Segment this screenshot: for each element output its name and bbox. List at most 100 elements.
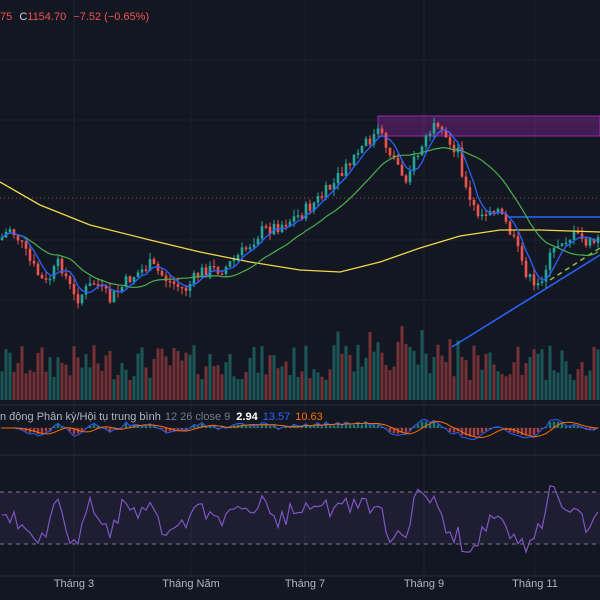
candle-body	[464, 176, 468, 188]
volume-bar	[560, 350, 564, 400]
candle-body	[460, 147, 464, 177]
macd-legend[interactable]: n động Phân kỳ/Hội tụ trung bình 12 26 cl…	[0, 411, 323, 423]
candle-body	[240, 247, 244, 255]
volume-bar	[56, 357, 60, 400]
volume-bar	[448, 339, 452, 400]
candle-body	[60, 258, 64, 274]
volume-bar	[496, 371, 500, 400]
macd-histogram-bar	[324, 423, 328, 428]
candle-body	[232, 259, 236, 262]
candle-body	[72, 284, 76, 295]
candle-body	[144, 269, 148, 272]
macd-histogram-bar	[368, 426, 372, 428]
volume-bar	[80, 367, 84, 400]
candle-body	[268, 226, 272, 235]
volume-bar	[436, 344, 440, 400]
candle-body	[8, 229, 12, 233]
candle-body	[424, 135, 428, 147]
ma-mid-line	[1, 147, 599, 288]
candle-body	[40, 274, 44, 279]
candle-body	[252, 244, 256, 248]
macd-histogram-bar	[316, 423, 320, 428]
candle-body	[260, 226, 264, 239]
candle-body	[64, 273, 68, 277]
candle-body	[524, 260, 528, 277]
macd-histogram-bar	[380, 427, 384, 428]
volume-bar	[388, 370, 392, 400]
volume-bar	[164, 356, 168, 400]
volume-bar	[40, 347, 44, 400]
candle-body	[400, 164, 404, 176]
candle-body	[352, 154, 356, 166]
candle-body	[532, 274, 536, 286]
volume-bar	[340, 353, 344, 400]
volume-bar	[404, 343, 408, 400]
macd-histogram-bar	[436, 424, 440, 428]
volume-bar	[236, 378, 240, 400]
macd-histogram-bar	[196, 426, 200, 428]
macd-histogram-bar	[448, 428, 452, 432]
candle-body	[264, 226, 268, 228]
macd-histogram-bar	[420, 421, 424, 428]
macd-histogram-bar	[300, 426, 304, 428]
rsi-line	[1, 484, 599, 554]
volume-bar	[108, 350, 112, 400]
macd-histogram-bar	[588, 428, 592, 430]
macd-histogram-bar	[180, 428, 184, 430]
candle-body	[292, 216, 296, 222]
macd-histogram-bar	[412, 426, 416, 428]
candle-body	[104, 285, 108, 289]
macd-params: 12 26 close 9	[164, 411, 231, 423]
candle-body	[0, 237, 4, 240]
macd-histogram-bar	[408, 428, 412, 431]
candle-body	[108, 288, 112, 303]
volume-bar	[564, 361, 568, 400]
volume-bar	[216, 365, 220, 400]
macd-histogram-bar	[260, 423, 264, 428]
volume-bar	[320, 376, 324, 400]
volume-bar	[456, 340, 460, 400]
candle-body	[336, 173, 340, 184]
macd-indicator-name: n động Phân kỳ/Hội tụ trung bình	[0, 411, 161, 423]
candle-body	[176, 284, 180, 287]
volume-bar	[328, 369, 332, 400]
macd-histogram-bar	[540, 428, 544, 429]
macd-histogram-bar	[80, 428, 84, 432]
close-label: C	[19, 11, 28, 23]
volume-bar	[20, 346, 24, 400]
volume-bar	[540, 349, 544, 400]
volume-bar	[396, 341, 400, 400]
volume-bar	[476, 355, 480, 400]
candle-body	[284, 224, 288, 227]
macd-histogram-bar	[484, 428, 488, 431]
macd-histogram-bar	[392, 428, 396, 434]
dashed-trendline[interactable]	[549, 247, 600, 281]
macd-histogram-bar	[452, 428, 456, 433]
volume-bar	[352, 371, 356, 400]
candle-body	[584, 238, 588, 246]
macd-histogram-bar	[248, 425, 252, 428]
candle-body	[480, 214, 484, 217]
resistance-zone[interactable]	[377, 115, 600, 137]
volume-bar	[212, 366, 216, 400]
macd-histogram-bar	[472, 428, 476, 437]
candle-body	[32, 260, 36, 264]
volume-bar	[220, 374, 224, 400]
signal-line	[2, 420, 599, 439]
volume-bar	[140, 347, 144, 400]
candle-body	[80, 294, 84, 304]
volume-bar	[304, 345, 308, 400]
macd-histogram-bar	[252, 426, 256, 428]
macd-histogram-bar	[172, 428, 176, 431]
volume-bar	[28, 370, 32, 400]
candle-body	[220, 273, 224, 276]
candle-body	[416, 155, 420, 158]
rising-trendline[interactable]	[451, 254, 600, 348]
macd-histogram-bar	[356, 423, 360, 428]
macd-pane	[0, 419, 600, 441]
macd-histogram-bar	[560, 423, 564, 428]
volume-bars	[0, 326, 600, 400]
ma-fast-line	[1, 129, 599, 294]
macd-histogram-bar	[24, 428, 28, 432]
